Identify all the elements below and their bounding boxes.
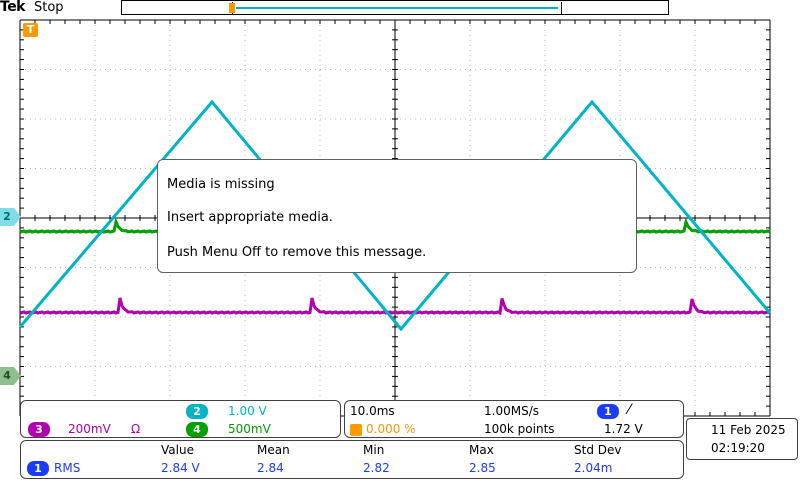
- trigger-position-label: T: [26, 23, 35, 36]
- measurement-header-min: Min: [363, 443, 385, 457]
- trigger-slope-icon: ⁄: [628, 402, 631, 418]
- timebase-trigger-panel[interactable]: 10.0ms 1.00MS/s 1 ⁄ 0.000 % 100k points …: [344, 400, 684, 438]
- dialog-instruction: Insert appropriate media.: [167, 210, 333, 225]
- trigger-level: 1.72 V: [604, 422, 643, 436]
- record-waveform-preview: [236, 7, 558, 9]
- measurement-header-value: Value: [161, 443, 194, 457]
- ch2-waveform: [18, 99, 772, 332]
- trigger-position: 0.000 %: [366, 422, 416, 436]
- ch3-badge[interactable]: 3: [28, 422, 50, 437]
- ch3-scale: 200mV: [68, 422, 111, 436]
- media-missing-dialog[interactable]: Media is missing Insert appropriate medi…: [157, 159, 637, 273]
- ch4-scale: 500mV: [228, 422, 271, 436]
- ch2-badge[interactable]: 2: [186, 404, 208, 419]
- measurement-header-max: Max: [469, 443, 494, 457]
- trigger-position-icon[interactable]: T: [23, 23, 38, 37]
- measurement-mean: 2.84: [257, 461, 284, 475]
- trigger-source-badge[interactable]: 1: [597, 404, 619, 419]
- time-display: 02:19:20: [711, 441, 765, 455]
- measurement-header-mean: Mean: [257, 443, 290, 457]
- ch4-ground-marker-shape[interactable]: [0, 367, 22, 385]
- measurement-value: 2.84 V: [161, 461, 200, 475]
- measurement-type: RMS: [54, 461, 81, 475]
- ch3-waveform: [19, 297, 771, 316]
- record-trigger-marker: [229, 3, 235, 13]
- channel-settings-panel[interactable]: 2 1.00 V 3 200mV Ω 4 500mV: [20, 400, 341, 438]
- measurement-header-std-dev: Std Dev: [574, 443, 622, 457]
- acquisition-status: Stop: [34, 0, 64, 15]
- datetime-panel: 11 Feb 2025 02:19:20: [686, 418, 798, 460]
- trigger-position-small-icon: [350, 424, 362, 436]
- dialog-title: Media is missing: [167, 177, 275, 192]
- measurement-std-dev: 2.04m: [574, 461, 613, 475]
- record-length: 100k points: [484, 422, 555, 436]
- sample-rate: 1.00MS/s: [484, 404, 539, 418]
- dialog-dismiss-hint: Push Menu Off to remove this message.: [167, 245, 427, 260]
- ch4-badge[interactable]: 4: [186, 422, 208, 437]
- measurement-max: 2.85: [469, 461, 496, 475]
- ch2-ground-marker: 2: [3, 210, 11, 223]
- date-display: 11 Feb 2025: [711, 423, 786, 437]
- measurement-source-badge[interactable]: 1: [27, 461, 49, 476]
- ch3-termination-icon: Ω: [131, 422, 141, 436]
- tek-logo: Tek: [0, 0, 26, 15]
- ch2-scale: 1.00 V: [228, 404, 267, 418]
- horizontal-scale: 10.0ms: [350, 404, 395, 418]
- ch2-ground-marker-shape[interactable]: [0, 208, 22, 226]
- measurement-min: 2.82: [363, 461, 390, 475]
- measurements-panel[interactable]: Value Mean Min Max Std Dev 1 RMS 2.84 V …: [20, 440, 684, 479]
- ch4-ground-marker: 4: [3, 369, 11, 382]
